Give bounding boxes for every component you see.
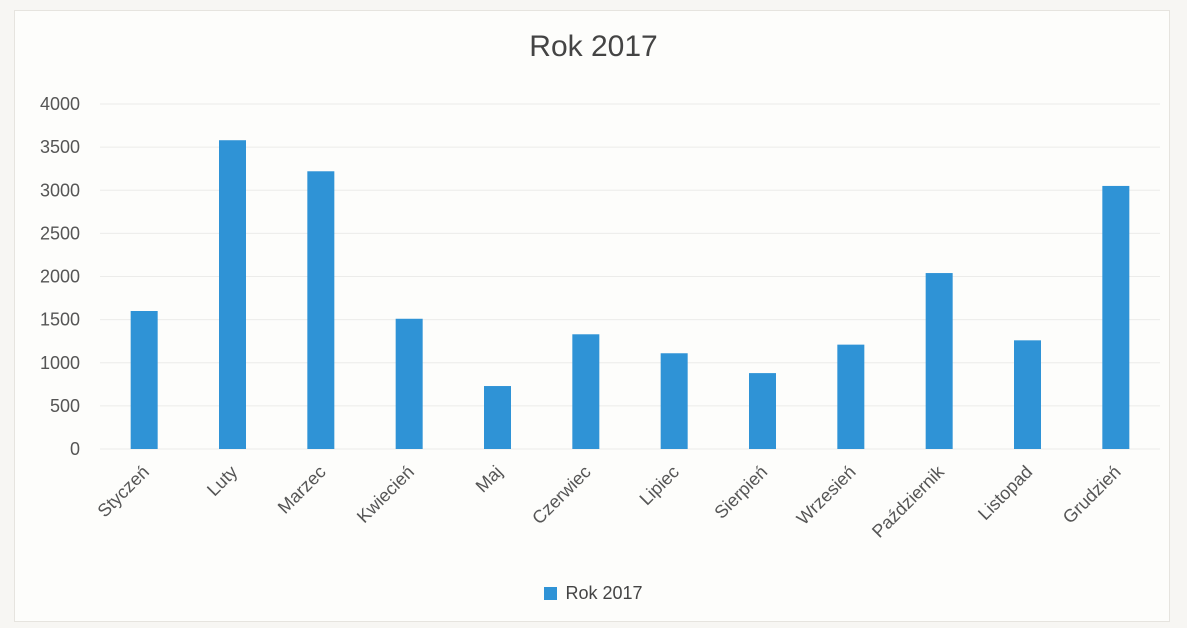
y-tick-label: 2000 <box>40 267 80 287</box>
x-tick-label: Sierpień <box>710 462 771 523</box>
bar <box>219 140 246 449</box>
x-tick-label: Maj <box>472 462 507 497</box>
bar <box>749 373 776 449</box>
x-tick-label: Lipiec <box>636 462 683 509</box>
x-tick-label: Luty <box>203 462 241 500</box>
bars <box>130 140 1130 449</box>
y-tick-label: 500 <box>50 396 80 416</box>
bar <box>660 353 688 449</box>
chart-title: Rok 2017 <box>529 30 658 63</box>
y-tick-label: 3500 <box>40 137 80 157</box>
bar <box>130 311 158 449</box>
x-tick-label: Czerwiec <box>528 462 594 528</box>
bar <box>307 171 335 449</box>
y-tick-label: 1000 <box>40 353 80 373</box>
bar <box>484 386 511 449</box>
x-tick-label: Marzec <box>274 462 330 518</box>
legend-swatch <box>544 587 558 600</box>
bar <box>925 273 953 449</box>
y-tick-label: 2500 <box>40 223 80 243</box>
y-tick-label: 1500 <box>40 310 80 330</box>
bar <box>1102 185 1130 449</box>
x-tick-label: Wrzesień <box>793 462 860 529</box>
y-tick-label: 0 <box>70 439 80 459</box>
x-axis-tick-labels: Styczeń Luty Marzec Kwiecień Maj Czerwiec Lipi… <box>94 461 1125 542</box>
bar <box>395 318 423 449</box>
x-tick-label: Styczeń <box>94 462 153 521</box>
x-tick-label: Listopad <box>974 462 1036 524</box>
x-tick-label: Październik <box>868 461 949 542</box>
legend: Rok 2017 <box>0 583 1187 604</box>
bar <box>1014 340 1041 449</box>
y-axis-tick-labels: 0 500 1000 1500 2000 2500 3000 3500 4000 <box>40 94 80 459</box>
y-tick-label: 4000 <box>40 94 80 114</box>
bar <box>837 344 865 449</box>
y-tick-label: 3000 <box>40 180 80 200</box>
x-tick-label: Kwiecień <box>353 462 418 527</box>
chart-frame <box>14 10 1170 622</box>
legend-label: Rok 2017 <box>565 583 643 603</box>
bar <box>572 334 600 449</box>
x-tick-label: Grudzień <box>1059 462 1125 528</box>
gridlines <box>100 103 1160 450</box>
